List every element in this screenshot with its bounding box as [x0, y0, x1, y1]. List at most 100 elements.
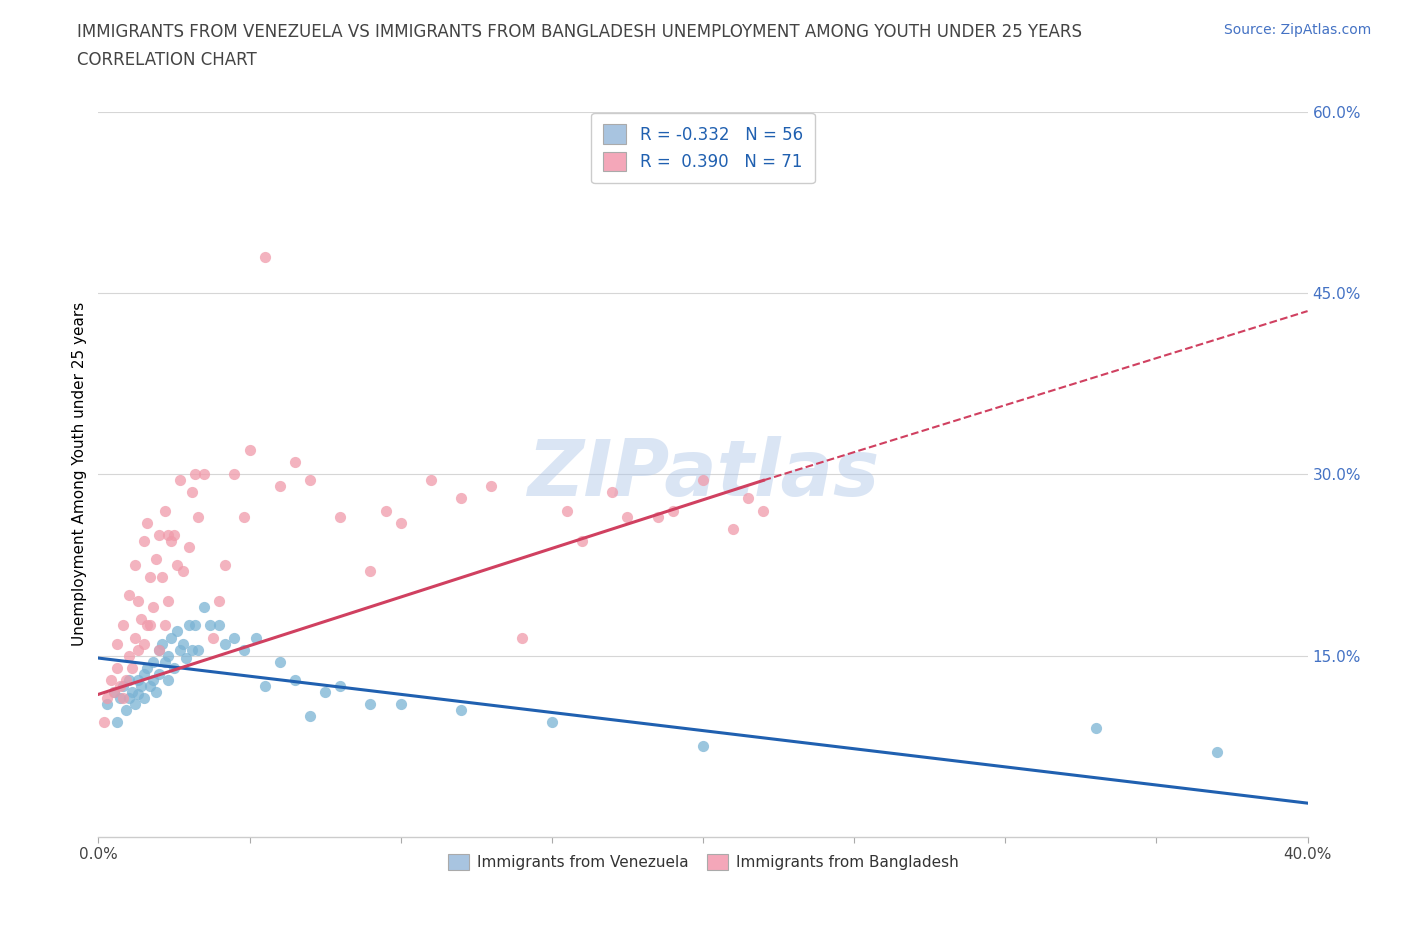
Point [148, 642, 170, 657]
Point [232, 510, 254, 525]
Point [127, 594, 149, 609]
Point [129, 612, 152, 627]
Point [269, 479, 291, 494]
Point [224, 631, 246, 645]
Point [132, 534, 155, 549]
Point [100, 672, 122, 687]
Point [540, 714, 562, 729]
Point [616, 510, 638, 525]
Point [160, 534, 183, 549]
Point [139, 618, 162, 633]
Point [179, 618, 201, 633]
Point [174, 651, 197, 666]
Point [124, 697, 146, 711]
Point [224, 467, 246, 482]
Point [450, 703, 472, 718]
Point [420, 473, 443, 488]
Point [181, 485, 204, 500]
Point [737, 491, 759, 506]
Point [202, 631, 225, 645]
Point [114, 672, 136, 687]
Point [124, 558, 146, 573]
Point [135, 660, 157, 675]
Point [156, 594, 179, 609]
Point [169, 473, 191, 488]
Point [105, 660, 128, 675]
Point [172, 564, 194, 578]
Point [187, 642, 209, 657]
Point [139, 679, 162, 694]
Point [172, 636, 194, 651]
Point [181, 642, 204, 657]
Point [145, 684, 167, 699]
Point [208, 594, 231, 609]
Point [142, 655, 165, 670]
Point [132, 666, 155, 681]
Point [145, 551, 167, 566]
Text: CORRELATION CHART: CORRELATION CHART [77, 51, 257, 69]
Point [253, 249, 276, 264]
Point [450, 491, 472, 506]
Point [723, 521, 745, 536]
Point [481, 479, 503, 494]
Legend: Immigrants from Venezuela, Immigrants from Bangladesh: Immigrants from Venezuela, Immigrants fr… [441, 848, 965, 876]
Point [153, 618, 176, 633]
Point [1085, 721, 1108, 736]
Point [96, 697, 118, 711]
Point [374, 503, 396, 518]
Point [103, 684, 125, 699]
Point [214, 636, 236, 651]
Point [179, 539, 201, 554]
Text: IMMIGRANTS FROM VENEZUELA VS IMMIGRANTS FROM BANGLADESH UNEMPLOYMENT AMONG YOUTH: IMMIGRANTS FROM VENEZUELA VS IMMIGRANTS … [77, 23, 1083, 41]
Point [105, 714, 128, 729]
Point [105, 636, 128, 651]
Point [299, 473, 322, 488]
Point [108, 690, 131, 706]
Point [360, 697, 382, 711]
Point [510, 631, 533, 645]
Point [661, 503, 683, 518]
Point [193, 467, 215, 482]
Point [148, 666, 170, 681]
Point [114, 703, 136, 718]
Point [127, 687, 149, 702]
Point [150, 636, 173, 651]
Point [299, 709, 322, 724]
Point [389, 515, 412, 530]
Point [103, 684, 125, 699]
Text: Source: ZipAtlas.com: Source: ZipAtlas.com [1223, 23, 1371, 37]
Point [184, 618, 207, 633]
Point [111, 690, 134, 706]
Point [153, 503, 176, 518]
Point [118, 690, 141, 706]
Point [692, 473, 714, 488]
Point [127, 642, 149, 657]
Point [232, 642, 254, 657]
Point [148, 527, 170, 542]
Point [571, 534, 593, 549]
Point [163, 527, 186, 542]
Point [200, 618, 222, 633]
Point [148, 642, 170, 657]
Point [127, 672, 149, 687]
Point [156, 527, 179, 542]
Point [329, 510, 352, 525]
Point [169, 642, 191, 657]
Text: ZIPatlas: ZIPatlas [527, 436, 879, 512]
Point [121, 660, 143, 675]
Point [142, 672, 165, 687]
Point [314, 684, 336, 699]
Point [239, 443, 262, 458]
Point [602, 485, 624, 500]
Point [118, 672, 141, 687]
Point [184, 467, 207, 482]
Point [214, 558, 236, 573]
Point [284, 455, 307, 470]
Point [135, 515, 157, 530]
Point [150, 569, 173, 585]
Point [752, 503, 775, 518]
Point [142, 600, 165, 615]
Point [118, 588, 141, 603]
Point [121, 684, 143, 699]
Point [208, 618, 231, 633]
